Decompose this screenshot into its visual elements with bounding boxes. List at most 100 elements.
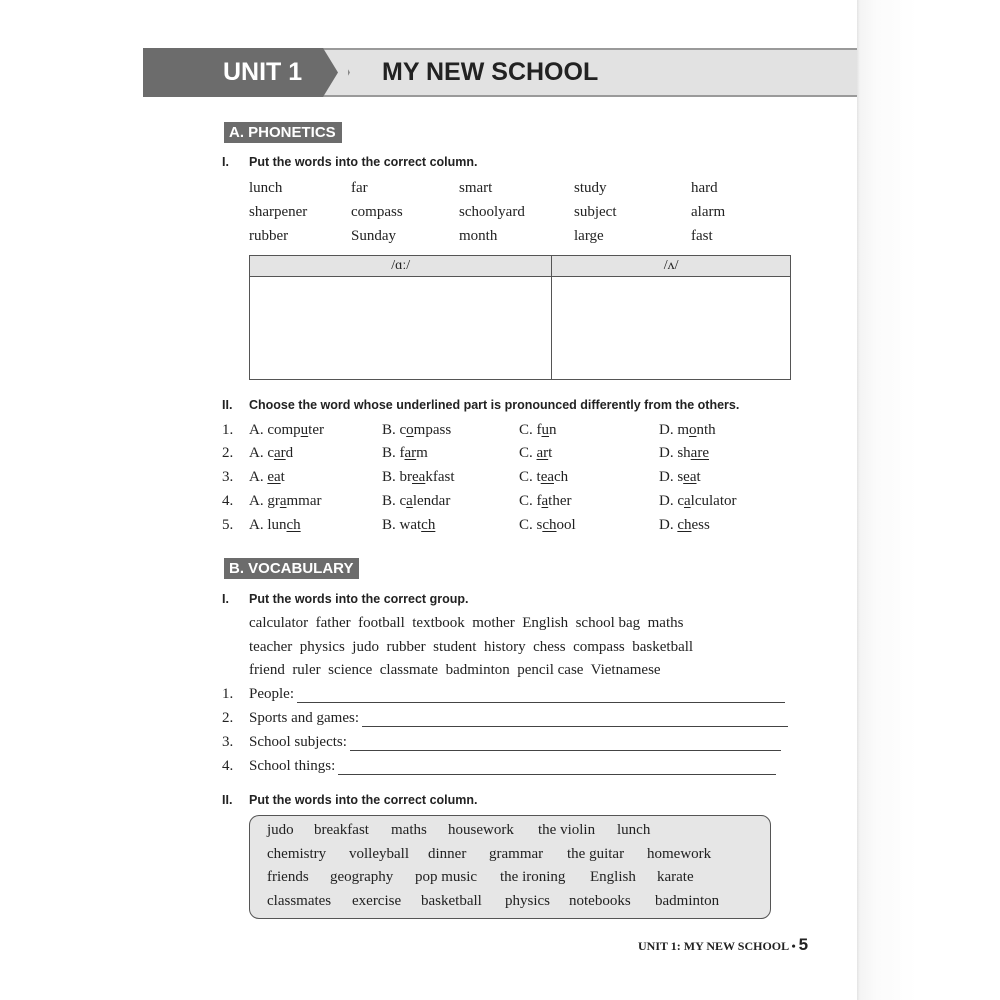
underlined-part: ar <box>404 445 417 461</box>
item-number: 5. <box>222 517 234 533</box>
word-part: C. f <box>519 493 542 509</box>
answer-blank[interactable] <box>338 761 776 775</box>
box-word: the ironing <box>500 869 566 885</box>
answer-option[interactable]: B. compass <box>382 422 451 439</box>
word: far <box>351 180 368 196</box>
box-word: exercise <box>352 893 402 909</box>
answer-option[interactable]: A. lunch <box>249 517 301 534</box>
underlined-part: ea <box>267 469 281 485</box>
underlined-part: a <box>541 493 549 509</box>
group-answer-line[interactable]: People: <box>249 686 785 703</box>
vocab-word-line: calculator father football textbook moth… <box>249 615 684 631</box>
answer-option[interactable]: C. fun <box>519 422 557 439</box>
answer-option[interactable]: B. farm <box>382 445 428 462</box>
word-part: D. sh <box>659 445 691 461</box>
word-part: t <box>696 469 701 485</box>
word-part: B. c <box>382 493 407 509</box>
answer-blank[interactable] <box>297 689 785 703</box>
ex-text: Put the words into the correct column. <box>249 793 478 807</box>
word: subject <box>574 204 617 220</box>
group-label: People: <box>249 686 294 702</box>
word-part: D. <box>659 517 678 533</box>
phonetics-ex2-instruction: II. Choose the word whose underlined part… <box>222 398 739 412</box>
underlined-part: ch <box>542 517 557 533</box>
item-number: 3. <box>222 469 234 485</box>
answer-option[interactable]: D. chess <box>659 517 710 534</box>
group-answer-line[interactable]: Sports and games: <box>249 710 788 727</box>
underlined-part: ch <box>421 517 436 533</box>
word: hard <box>691 180 718 196</box>
section-vocabulary-label: B. VOCABULARY <box>224 558 360 579</box>
answer-option[interactable]: D. seat <box>659 469 701 486</box>
answer-option[interactable]: C. art <box>519 445 552 462</box>
ex-number: II. <box>222 793 233 807</box>
word-part: B. br <box>382 469 412 485</box>
answer-option[interactable]: C. father <box>519 493 572 510</box>
box-word: English <box>590 869 636 885</box>
answer-cell[interactable] <box>248 276 553 380</box>
box-word: notebooks <box>569 893 631 909</box>
word: Sunday <box>351 228 396 244</box>
word-part: C. t <box>519 469 541 485</box>
underlined-part: ar <box>536 445 549 461</box>
answer-blank[interactable] <box>362 713 788 727</box>
answer-option[interactable]: D. share <box>659 445 709 462</box>
word: sharpener <box>249 204 308 220</box>
word-part: A. lun <box>249 517 287 533</box>
phonetics-answer-table: /ɑː//ʌ/ <box>248 255 791 380</box>
answer-option[interactable]: C. teach <box>519 469 568 486</box>
word-part: kfast <box>425 469 455 485</box>
group-number: 4. <box>222 758 234 774</box>
box-word: pop music <box>415 869 478 885</box>
underlined-part: a <box>406 493 413 509</box>
word-part: A. comp <box>249 422 301 438</box>
ex-text: Put the words into the correct column. <box>249 155 478 169</box>
answer-option[interactable]: A. computer <box>249 422 324 439</box>
ex-number: I. <box>222 155 229 169</box>
underlined-part: u <box>541 422 550 438</box>
answer-option[interactable]: D. month <box>659 422 716 439</box>
vocab-ex2-instruction: II. Put the words into the correct column… <box>222 793 478 807</box>
phonetics-ex1-instruction: I. Put the words into the correct column. <box>222 155 478 169</box>
word-part: A. gr <box>249 493 280 509</box>
answer-option[interactable]: A. grammar <box>249 493 322 510</box>
item-number: 2. <box>222 445 234 461</box>
answer-cell[interactable] <box>551 276 791 380</box>
word: smart <box>459 180 493 196</box>
underlined-part: o <box>689 422 697 438</box>
word-part: B. c <box>382 422 407 438</box>
word: compass <box>351 204 403 220</box>
word: month <box>459 228 498 244</box>
box-word: breakfast <box>314 822 369 838</box>
word-part: ch <box>554 469 569 485</box>
word-part: m <box>416 445 428 461</box>
page-edge <box>857 0 1000 1000</box>
group-label: School things: <box>249 758 336 774</box>
box-word: geography <box>330 869 394 885</box>
group-number: 3. <box>222 734 234 750</box>
word: fast <box>691 228 713 244</box>
underlined-part: o <box>406 422 414 438</box>
page-number: 5 <box>798 935 809 954</box>
word-part: D. s <box>659 469 684 485</box>
answer-option[interactable]: C. school <box>519 517 576 534</box>
answer-option[interactable]: B. breakfast <box>382 469 455 486</box>
word-part: C. f <box>519 422 542 438</box>
box-word: grammar <box>489 846 544 862</box>
answer-option[interactable]: B. watch <box>382 517 435 534</box>
answer-option[interactable]: A. card <box>249 445 293 462</box>
answer-option[interactable]: D. calculator <box>659 493 737 510</box>
box-word: judo <box>267 822 294 838</box>
answer-blank[interactable] <box>349 737 781 751</box>
section-phonetics-label: A. PHONETICS <box>224 122 342 143</box>
word-part: D. c <box>659 493 684 509</box>
box-word: the guitar <box>567 846 625 862</box>
answer-option[interactable]: B. calendar <box>382 493 450 510</box>
box-word: friends <box>267 869 309 885</box>
group-answer-line[interactable]: School things: <box>249 758 776 775</box>
word-box <box>249 815 771 919</box>
group-answer-line[interactable]: School subjects: <box>249 734 781 751</box>
box-word: homework <box>647 846 712 862</box>
word-part: mpass <box>413 422 452 438</box>
answer-option[interactable]: A. eat <box>249 469 285 486</box>
